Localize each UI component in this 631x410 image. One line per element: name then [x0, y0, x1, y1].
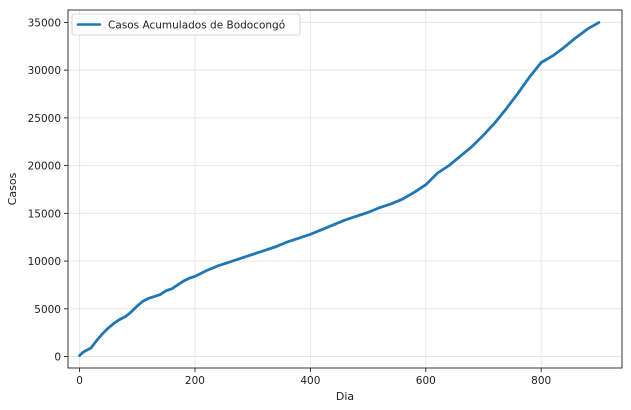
x-axis-label: Dia [336, 390, 354, 403]
y-tick-label: 0 [54, 352, 61, 364]
legend-box [71, 13, 301, 36]
x-tick-label: 0 [76, 375, 83, 387]
legend: Casos Acumulados de Bodocongó [71, 13, 301, 36]
plot-frame [67, 9, 623, 369]
y-axis-label: Casos [6, 172, 19, 205]
y-tick-label: 20000 [28, 161, 61, 173]
x-tick-label: 200 [185, 375, 205, 387]
y-tick-label: 30000 [28, 65, 61, 77]
plot-area [78, 21, 601, 357]
legend-entry: Casos Acumulados de Bodocongó [108, 20, 285, 32]
y-tick-label: 10000 [28, 256, 61, 268]
y-tick-label: 5000 [34, 304, 61, 316]
series-line [78, 21, 601, 357]
x-tick-label: 800 [531, 375, 551, 387]
y-tick-label: 25000 [28, 113, 61, 125]
y-tick-label: 35000 [28, 17, 61, 29]
y-axis-ticks: 0 5000 10000 15000 20000 25000 30000 35000 [28, 17, 68, 364]
x-axis-ticks: 0 200 400 600 800 [76, 368, 551, 387]
y-tick-label: 15000 [28, 208, 61, 220]
x-tick-label: 400 [300, 375, 320, 387]
grid [68, 10, 622, 368]
x-tick-label: 600 [416, 375, 436, 387]
